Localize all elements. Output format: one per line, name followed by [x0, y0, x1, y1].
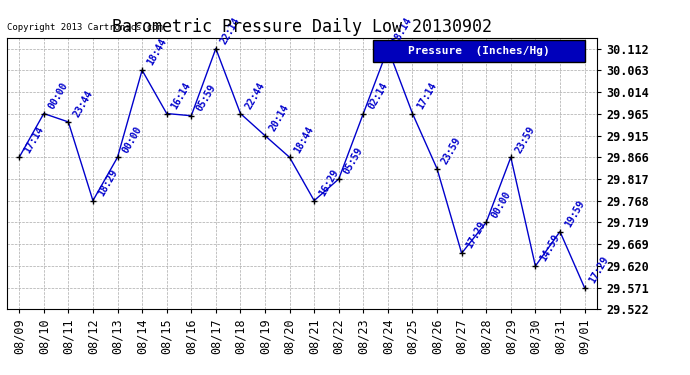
Text: 17:14: 17:14 — [415, 80, 439, 111]
Text: 22:14: 22:14 — [219, 15, 242, 46]
Text: 20:14: 20:14 — [268, 102, 291, 133]
Text: 02:14: 02:14 — [366, 80, 389, 111]
Title: Barometric Pressure Daily Low 20130902: Barometric Pressure Daily Low 20130902 — [112, 18, 492, 36]
Text: 18:29: 18:29 — [96, 167, 119, 198]
Text: 00:00: 00:00 — [46, 80, 70, 111]
Text: 00:00: 00:00 — [489, 189, 513, 219]
FancyBboxPatch shape — [373, 40, 585, 62]
Text: 19:59: 19:59 — [563, 198, 586, 229]
Text: Pressure  (Inches/Hg): Pressure (Inches/Hg) — [408, 46, 550, 56]
Text: 05:59: 05:59 — [342, 146, 365, 176]
Text: 18:14: 18:14 — [391, 15, 414, 46]
Text: 16:29: 16:29 — [317, 167, 340, 198]
Text: 17:14: 17:14 — [22, 124, 46, 154]
Text: Copyright 2013 Cartronics.com: Copyright 2013 Cartronics.com — [7, 23, 163, 32]
Text: 22:44: 22:44 — [243, 80, 266, 111]
Text: 00:00: 00:00 — [120, 124, 144, 154]
Text: 17:29: 17:29 — [464, 220, 488, 251]
Text: 05:59: 05:59 — [194, 82, 217, 113]
Text: 23:59: 23:59 — [513, 124, 537, 154]
Text: 17:29: 17:29 — [587, 255, 611, 285]
Text: 14:59: 14:59 — [538, 233, 562, 263]
Text: 23:59: 23:59 — [440, 136, 463, 166]
Text: 23:44: 23:44 — [71, 89, 95, 119]
Text: 18:44: 18:44 — [293, 124, 316, 154]
Text: 18:44: 18:44 — [145, 37, 168, 68]
Text: 16:14: 16:14 — [170, 80, 193, 111]
